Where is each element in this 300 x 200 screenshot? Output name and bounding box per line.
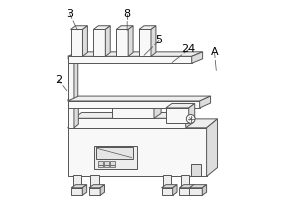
- Text: 3: 3: [66, 9, 73, 19]
- Polygon shape: [154, 103, 161, 118]
- Polygon shape: [166, 103, 195, 108]
- Polygon shape: [68, 96, 78, 100]
- Polygon shape: [100, 185, 104, 195]
- Bar: [191, 164, 201, 176]
- Polygon shape: [179, 185, 195, 188]
- Bar: [89, 188, 100, 195]
- Polygon shape: [112, 103, 161, 108]
- Bar: [189, 188, 202, 195]
- Bar: [116, 29, 128, 56]
- Polygon shape: [93, 26, 110, 29]
- Bar: [161, 188, 172, 195]
- Polygon shape: [128, 26, 133, 56]
- Polygon shape: [68, 96, 211, 101]
- Polygon shape: [190, 185, 195, 195]
- Polygon shape: [74, 112, 194, 118]
- Bar: [68, 58, 74, 101]
- Bar: [104, 165, 109, 167]
- Bar: [68, 56, 192, 63]
- Bar: [90, 175, 99, 188]
- Bar: [93, 29, 105, 56]
- Polygon shape: [82, 185, 87, 195]
- Bar: [68, 100, 74, 128]
- Polygon shape: [68, 119, 218, 128]
- Bar: [163, 175, 171, 188]
- Bar: [98, 165, 103, 167]
- Polygon shape: [139, 26, 156, 29]
- Bar: [139, 29, 151, 56]
- Bar: [68, 101, 200, 108]
- Polygon shape: [200, 96, 211, 108]
- Bar: [73, 175, 81, 188]
- Polygon shape: [172, 185, 177, 195]
- Polygon shape: [151, 26, 156, 56]
- Bar: [68, 128, 207, 176]
- Polygon shape: [82, 26, 87, 56]
- Polygon shape: [68, 52, 203, 56]
- Polygon shape: [105, 26, 110, 56]
- Bar: [110, 161, 115, 165]
- Polygon shape: [68, 55, 78, 58]
- Polygon shape: [74, 96, 78, 128]
- Polygon shape: [89, 185, 104, 188]
- Text: 2: 2: [55, 75, 62, 85]
- Bar: [110, 165, 115, 167]
- Polygon shape: [70, 26, 87, 29]
- Bar: [166, 108, 189, 123]
- Polygon shape: [186, 112, 194, 128]
- Polygon shape: [116, 26, 133, 29]
- Bar: [71, 188, 82, 195]
- Polygon shape: [192, 52, 203, 63]
- Text: 5: 5: [155, 35, 162, 45]
- Bar: [112, 108, 154, 118]
- Polygon shape: [202, 185, 207, 195]
- Bar: [70, 29, 83, 56]
- Text: 8: 8: [124, 9, 131, 19]
- Bar: [104, 161, 109, 165]
- Polygon shape: [74, 55, 78, 101]
- Bar: [94, 146, 137, 169]
- Text: A: A: [211, 47, 218, 57]
- Bar: [179, 188, 191, 195]
- Text: 24: 24: [182, 44, 196, 54]
- Circle shape: [186, 114, 195, 123]
- Polygon shape: [189, 185, 207, 188]
- Bar: [181, 175, 189, 188]
- Polygon shape: [71, 185, 87, 188]
- Polygon shape: [161, 185, 177, 188]
- Polygon shape: [207, 119, 218, 176]
- Bar: [98, 161, 103, 165]
- Bar: [74, 118, 186, 128]
- Polygon shape: [189, 103, 195, 123]
- Bar: [96, 147, 133, 159]
